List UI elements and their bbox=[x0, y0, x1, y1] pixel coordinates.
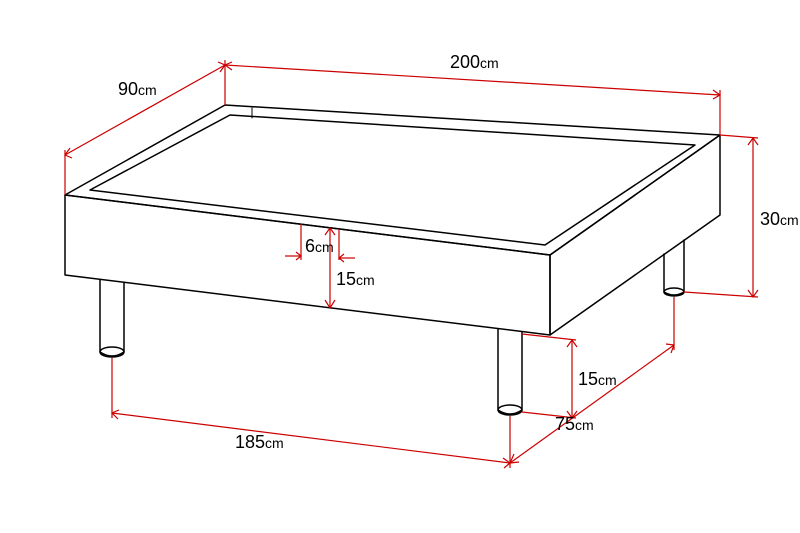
label-200: 200 bbox=[450, 52, 480, 72]
dim-height-30 bbox=[684, 135, 758, 297]
svg-text:6cm: 6cm bbox=[305, 236, 334, 256]
svg-text:15cm: 15cm bbox=[578, 369, 617, 389]
dim-length-200 bbox=[225, 62, 720, 135]
svg-text:185cm: 185cm bbox=[235, 432, 284, 452]
svg-text:75cm: 75cm bbox=[555, 414, 594, 434]
dimension-lines bbox=[65, 60, 758, 468]
dim-width-90 bbox=[65, 60, 225, 195]
svg-text:200cm: 200cm bbox=[450, 52, 499, 72]
label-30: 30 bbox=[760, 209, 780, 229]
bed-dimension-diagram: 90cm 200cm 30cm 15cm 15cm 6cm 185cm 75cm bbox=[0, 0, 800, 533]
label-185: 185 bbox=[235, 432, 265, 452]
label-75: 75 bbox=[555, 414, 575, 434]
label-15a: 15 bbox=[336, 269, 356, 289]
dim-inner-185 bbox=[112, 358, 510, 468]
svg-text:15cm: 15cm bbox=[336, 269, 375, 289]
label-90: 90 bbox=[118, 79, 138, 99]
label-15b: 15 bbox=[578, 369, 598, 389]
bed-object bbox=[65, 105, 720, 415]
dim-leg-15 bbox=[522, 334, 577, 418]
label-6: 6 bbox=[305, 236, 315, 256]
dimension-labels: 90cm 200cm 30cm 15cm 15cm 6cm 185cm 75cm bbox=[118, 52, 799, 452]
svg-text:90cm: 90cm bbox=[118, 79, 157, 99]
svg-text:30cm: 30cm bbox=[760, 209, 799, 229]
